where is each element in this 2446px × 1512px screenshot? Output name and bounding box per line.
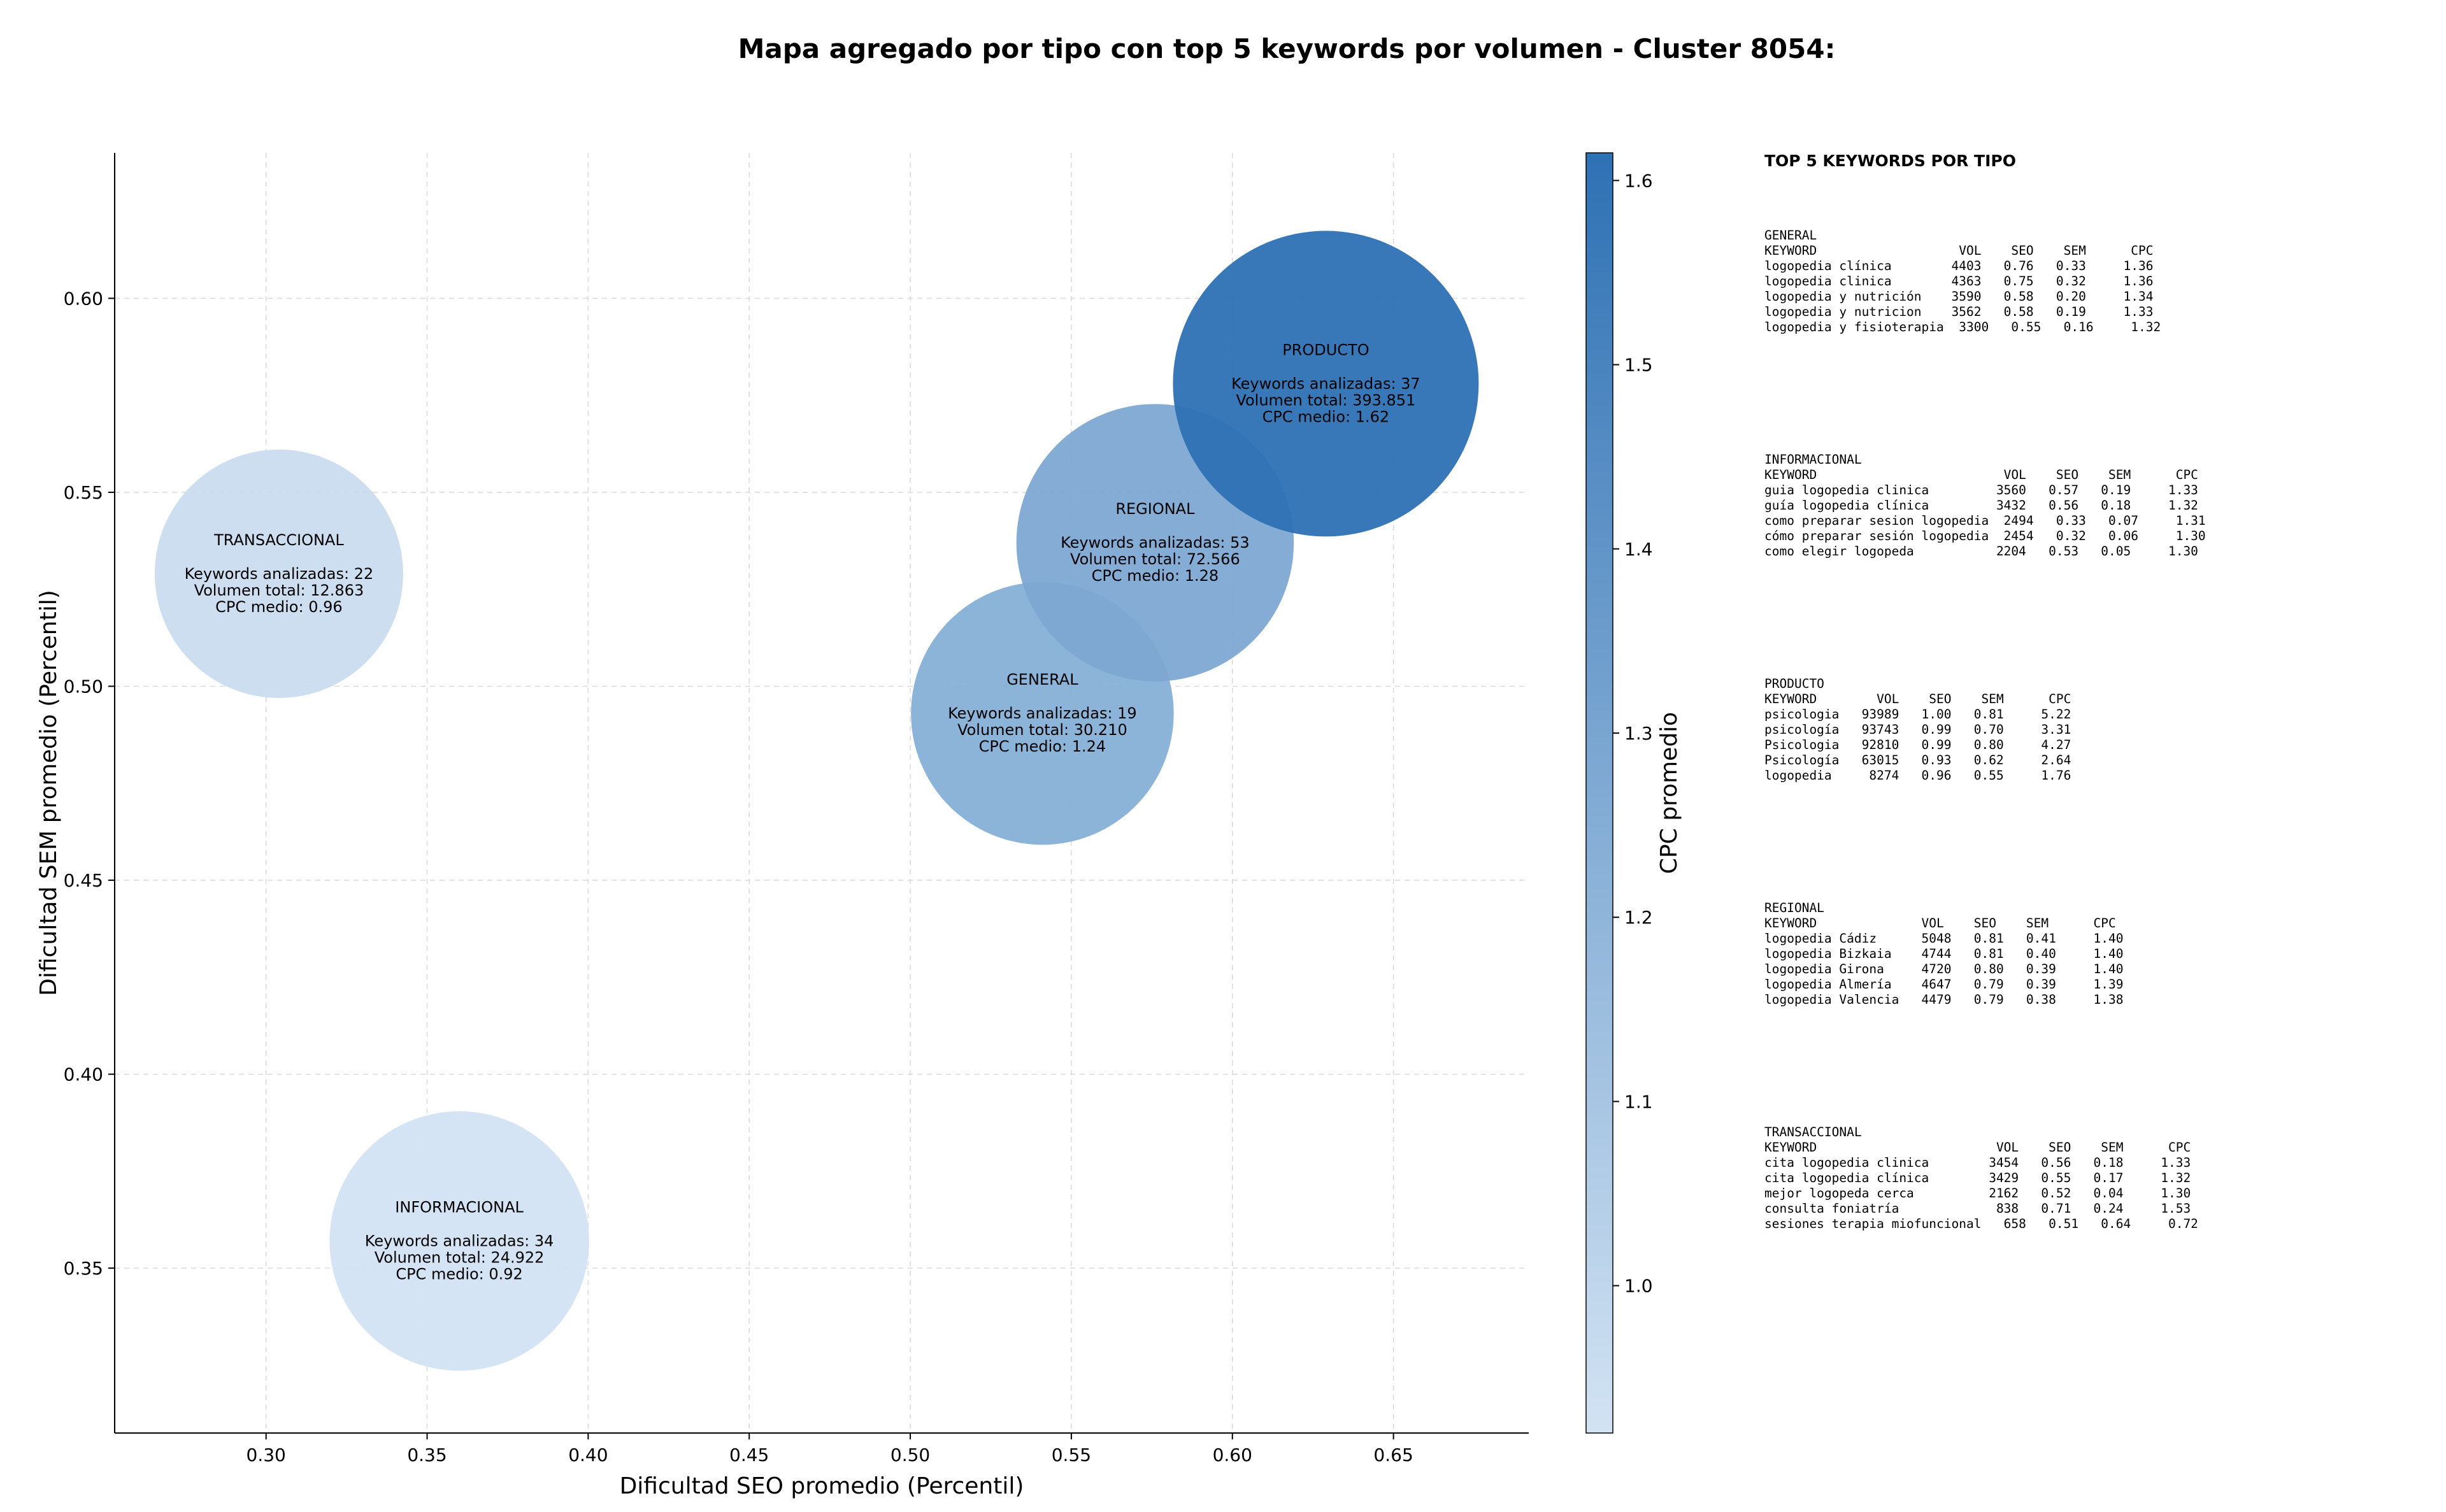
y-tick-label: 0.45 — [64, 870, 103, 891]
bubble-data-label: Keywords analizadas: 37 — [1231, 374, 1420, 392]
keyword-table-text: TRANSACCIONAL KEYWORD VOL SEO SEM CPC ci… — [1764, 1125, 2198, 1231]
y-tick-label: 0.35 — [64, 1258, 103, 1279]
y-tick-label: 0.60 — [64, 288, 103, 309]
colorbar: 1.0 1.1 1.2 1.3 1.4 1.5 1.6 CPC promedio — [1585, 152, 1682, 1434]
colorbar-tick-label: 1.2 — [1624, 907, 1653, 928]
bubble-data-label: CPC medio: 1.28 — [1092, 567, 1219, 585]
bubble-transaccional — [154, 449, 403, 698]
panel-title: TOP 5 KEYWORDS POR TIPO — [1764, 152, 2016, 170]
bubble-data-label: Volumen total: 30.210 — [957, 721, 1127, 739]
colorbar-tick-label: 1.0 — [1624, 1276, 1653, 1297]
bubble-data-label: Volumen total: 393.851 — [1236, 391, 1415, 409]
bubble-informacional — [329, 1111, 589, 1371]
x-tick-label: 0.55 — [1052, 1444, 1091, 1466]
bubble-data-label: Keywords analizadas: 34 — [365, 1232, 554, 1250]
y-tick-label: 0.50 — [64, 676, 103, 697]
x-tick-label: 0.50 — [890, 1444, 930, 1466]
bubble-label: TRANSACCIONAL — [213, 531, 344, 549]
grid — [115, 153, 1529, 1433]
bubble-data-label: CPC medio: 0.96 — [215, 598, 343, 616]
bubble-data-label: Keywords analizadas: 19 — [948, 704, 1137, 722]
x-tick-label: 0.60 — [1213, 1444, 1252, 1466]
bubble-data-label: CPC medio: 1.62 — [1262, 408, 1390, 425]
keyword-table-informacional: INFORMACIONAL KEYWORD VOL SEO SEM CPC gu… — [1764, 452, 2206, 559]
bubble-label: GENERAL — [1006, 671, 1078, 688]
colorbar-tick-label: 1.1 — [1624, 1091, 1653, 1112]
bubble-label: REGIONAL — [1115, 500, 1195, 518]
bubble-label: INFORMACIONAL — [395, 1199, 524, 1216]
colorbar-tick-label: 1.5 — [1624, 355, 1653, 376]
colorbar-tick-label: 1.6 — [1624, 170, 1653, 191]
keyword-table-text: REGIONAL KEYWORD VOL SEO SEM CPC logoped… — [1764, 901, 2124, 1007]
colorbar-tick-label: 1.4 — [1624, 539, 1653, 560]
keyword-table-regional: REGIONAL KEYWORD VOL SEO SEM CPC logoped… — [1764, 901, 2124, 1008]
x-tick-label: 0.45 — [729, 1444, 769, 1466]
chart-title: Mapa agregado por tipo con top 5 keyword… — [738, 33, 1836, 64]
keyword-table-text: PRODUCTO KEYWORD VOL SEO SEM CPC psicolo… — [1764, 676, 2071, 783]
top-keywords-panel: TOP 5 KEYWORDS POR TIPO GENERAL KEYWORD … — [1764, 152, 2433, 1231]
x-tick-label: 0.35 — [407, 1444, 447, 1466]
bubble-producto — [1173, 231, 1479, 537]
bubble-label: PRODUCTO — [1282, 341, 1369, 359]
axes: 0.30 0.35 0.40 0.45 0.50 0.55 0.60 0.65 0.35 0.40… — [36, 153, 1529, 1499]
y-tick-label: 0.40 — [64, 1064, 103, 1085]
colorbar-label: CPC promedio — [1656, 712, 1682, 874]
bubble-data-label: Volumen total: 24.922 — [375, 1249, 545, 1267]
colorbar-tick-label: 1.3 — [1624, 723, 1653, 744]
bubble-data-label: Volumen total: 12.863 — [194, 581, 364, 599]
bubble-data-label: Keywords analizadas: 22 — [185, 565, 374, 583]
keyword-table-transaccional: TRANSACCIONAL KEYWORD VOL SEO SEM CPC ci… — [1764, 1125, 2198, 1232]
x-tick-label: 0.40 — [568, 1444, 608, 1466]
y-axis-label: Dificultad SEM promedio (Percentil) — [36, 590, 62, 996]
keyword-table-general: GENERAL KEYWORD VOL SEO SEM CPC logopedi… — [1764, 228, 2161, 335]
keyword-table-text: GENERAL KEYWORD VOL SEO SEM CPC logopedi… — [1764, 228, 2161, 334]
x-tick-label: 0.65 — [1373, 1444, 1413, 1466]
keyword-table-producto: PRODUCTO KEYWORD VOL SEO SEM CPC psicolo… — [1764, 676, 2071, 783]
bubble-data-label: Keywords analizadas: 53 — [1061, 534, 1250, 552]
bubble-data-label: CPC medio: 1.24 — [979, 738, 1106, 755]
x-axis-label: Dificultad SEO promedio (Percentil) — [620, 1473, 1024, 1499]
y-tick-label: 0.55 — [64, 482, 103, 503]
x-tick-label: 0.30 — [247, 1444, 286, 1466]
colorbar-gradient — [1585, 152, 1613, 1434]
bubble-data-label: CPC medio: 0.92 — [396, 1266, 523, 1283]
keyword-table-text: INFORMACIONAL KEYWORD VOL SEO SEM CPC gu… — [1764, 452, 2206, 559]
bubble-data-label: Volumen total: 72.566 — [1070, 550, 1240, 568]
